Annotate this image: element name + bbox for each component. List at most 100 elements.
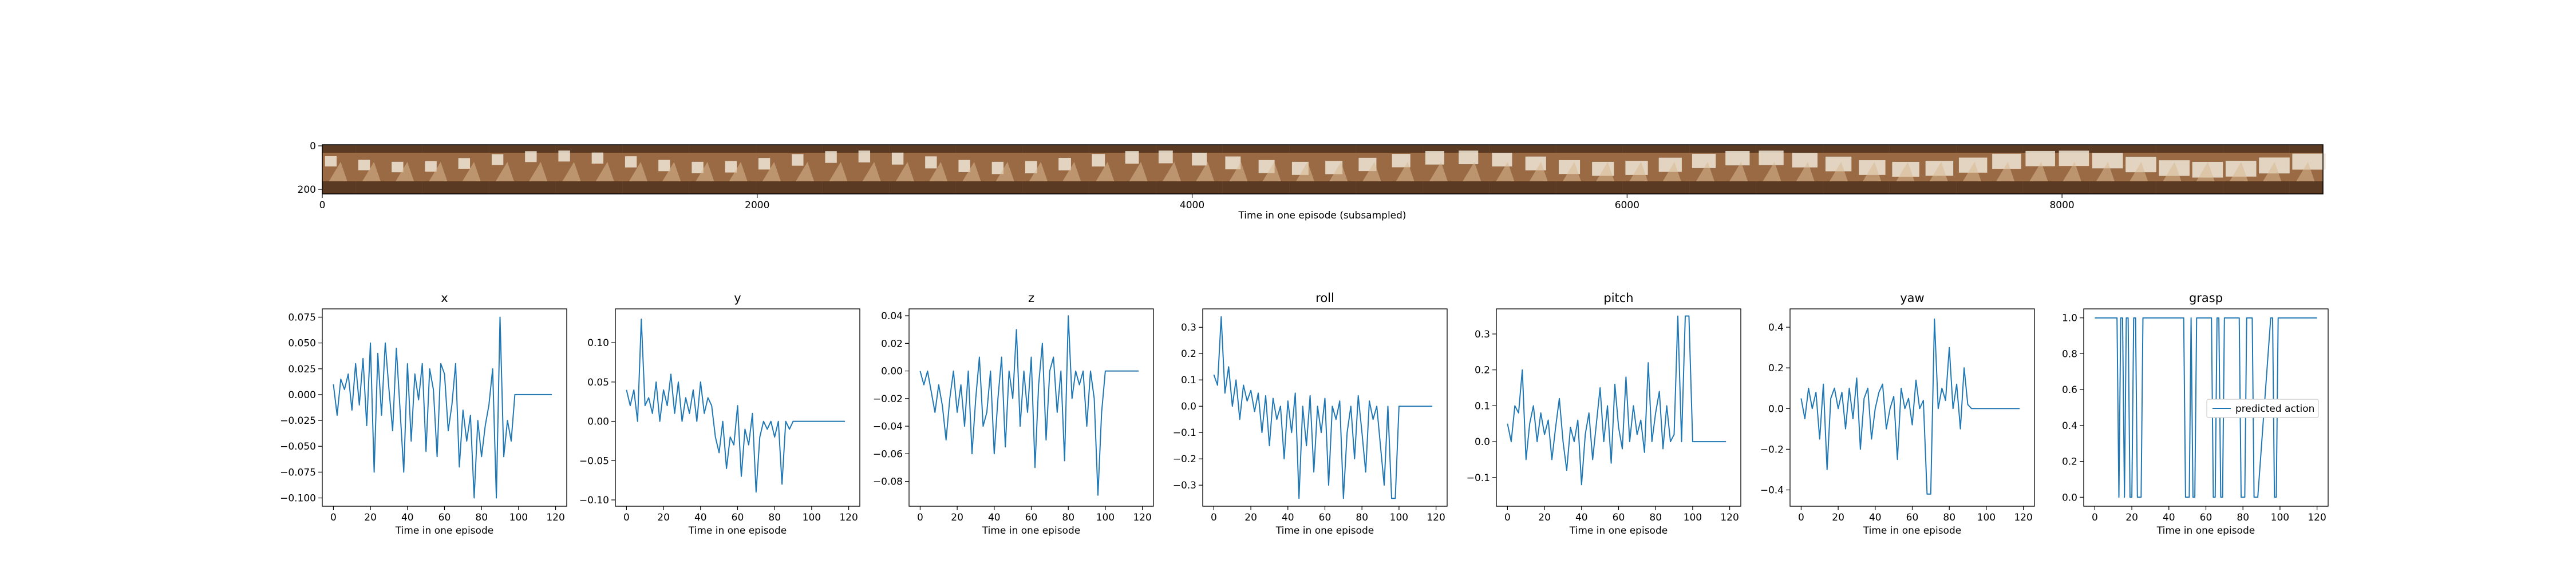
frame-robot-arm — [458, 158, 471, 169]
y-tick-label: 0.2 — [1181, 348, 1196, 360]
strip-frame — [1423, 145, 1456, 194]
frame-robot-arm — [1792, 153, 1818, 168]
frame-floor — [922, 181, 957, 194]
frame-robot-arm — [1459, 150, 1479, 165]
strip-frame — [1689, 145, 1723, 194]
frame-object — [2129, 162, 2148, 181]
frame-robot-arm — [1058, 158, 1071, 170]
frame-object — [1029, 162, 1048, 181]
y-tick-label: 0.2 — [1768, 363, 1784, 374]
frame-floor — [489, 181, 523, 194]
frame-object — [2296, 162, 2315, 181]
frame-floor — [355, 181, 389, 194]
frame-top-shadow — [1356, 145, 1390, 153]
x-tick-label: 80 — [1649, 512, 1662, 523]
frame-floor — [989, 181, 1023, 194]
y-tick-label: 0.02 — [881, 338, 903, 349]
strip-y-tick-label: 200 — [298, 184, 316, 196]
subplot-title: roll — [1315, 291, 1334, 305]
subplot-y: y 0 20 40 60 80 100 120 −0.10 −0.05 0.00 0.05 0.10 Ti… — [579, 291, 860, 537]
y-tick-label: −0.08 — [873, 476, 903, 488]
strip-frame — [1923, 145, 1957, 194]
x-tick-label: 80 — [2237, 512, 2249, 523]
frame-top-shadow — [1423, 145, 1456, 153]
strip-frame — [2289, 145, 2326, 194]
y-tick-label: −0.06 — [873, 448, 903, 460]
series-line-grasp — [2095, 317, 2317, 498]
frame-robot-arm — [958, 160, 970, 172]
y-tick-label: 0.3 — [1475, 329, 1490, 340]
x-tick-label: 0 — [1504, 512, 1511, 523]
frame-object — [1362, 162, 1381, 181]
frame-top-shadow — [1256, 145, 1290, 153]
frame-floor — [722, 181, 756, 194]
frame-top-shadow — [1089, 145, 1123, 153]
x-axis-label: Time in one episode — [1569, 525, 1668, 537]
subplot-pitch: pitch 0 20 40 60 80 100 120 −0.1 0.0 0.1 0.2 0.3 Time… — [1467, 291, 1741, 537]
y-tick-label: 0.0 — [1181, 401, 1196, 412]
frame-floor — [1956, 181, 1990, 194]
strip-frame — [2256, 145, 2293, 194]
frame-top-shadow — [1823, 145, 1856, 153]
strip-frame — [989, 145, 1023, 194]
frame-robot-arm — [792, 154, 804, 166]
frame-top-shadow — [822, 145, 856, 153]
frame-object — [1696, 162, 1714, 181]
x-tick-label: 0 — [2092, 512, 2098, 523]
frame-floor — [955, 181, 990, 194]
strip-x-tick-label: 6000 — [1615, 200, 1639, 211]
strip-frame — [2022, 145, 2057, 194]
frame-floor — [789, 181, 823, 194]
frame-robot-arm — [491, 154, 504, 165]
frame-floor — [456, 181, 489, 194]
strip-frame — [2223, 145, 2259, 194]
strip-frame — [1523, 145, 1556, 194]
frame-top-shadow — [722, 145, 756, 153]
frame-floor — [1123, 181, 1156, 194]
subplot-roll: roll 0 20 40 60 80 100 120 −0.3 −0.2 −0.1 0.0 0.1 0.2… — [1173, 291, 1448, 537]
frame-floor — [1456, 181, 1490, 194]
frame-object — [2163, 162, 2182, 181]
x-tick-label: 40 — [988, 512, 1001, 523]
frame-floor — [1889, 181, 1923, 194]
y-tick-label: 0.0 — [1475, 436, 1490, 448]
x-tick-label: 60 — [438, 512, 451, 523]
frame-top-shadow — [456, 145, 489, 153]
strip-frame — [1823, 145, 1856, 194]
frame-robot-arm — [558, 150, 570, 162]
frame-floor — [2123, 181, 2157, 194]
x-tick-label: 60 — [1906, 512, 1919, 523]
frame-floor — [856, 181, 890, 194]
frame-top-shadow — [1722, 145, 1757, 153]
frame-top-shadow — [1989, 145, 2024, 153]
frame-object — [962, 162, 981, 181]
frame-object — [1763, 162, 1781, 181]
frame-floor — [2256, 181, 2290, 194]
series-line-x — [333, 316, 552, 499]
x-tick-label: 120 — [1427, 512, 1445, 523]
frame-top-shadow — [756, 145, 789, 153]
frame-floor — [322, 181, 356, 194]
frame-top-shadow — [1856, 145, 1890, 153]
frame-robot-arm — [591, 152, 604, 164]
frame-top-shadow — [1289, 145, 1323, 153]
frame-robot-arm — [525, 151, 537, 162]
series-line-roll — [1213, 316, 1433, 499]
strip-frame — [456, 145, 489, 194]
strip-frame — [1289, 145, 1323, 194]
frame-robot-arm — [1759, 150, 1784, 165]
strip-frame — [522, 145, 556, 194]
y-tick-label: 0.3 — [1181, 322, 1196, 333]
action-subplots: x0 20 40 60 80 100 120−0.100−0.075−0.050−0.025… — [280, 291, 2329, 537]
frame-object — [1729, 162, 1748, 181]
y-tick-label: 0.8 — [2062, 348, 2077, 360]
frame-floor — [1256, 181, 1290, 194]
frame-object — [1396, 162, 1415, 181]
x-tick-label: 20 — [951, 512, 963, 523]
strip-frame — [1256, 145, 1290, 194]
frame-object — [862, 162, 881, 181]
y-tick-label: −0.10 — [579, 495, 609, 506]
frame-floor — [1389, 181, 1423, 194]
y-tick-label: 0.1 — [1181, 375, 1196, 386]
y-tick-label: −0.100 — [280, 493, 316, 505]
